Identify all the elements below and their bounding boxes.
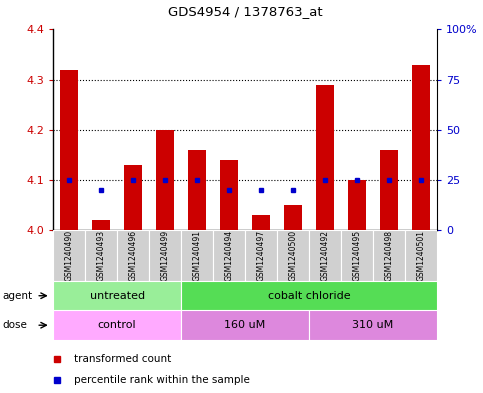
Text: GSM1240499: GSM1240499 bbox=[161, 230, 170, 281]
Bar bbox=[380, 150, 398, 230]
Bar bbox=[53, 281, 181, 310]
Bar bbox=[213, 230, 245, 281]
Bar bbox=[60, 70, 78, 230]
Bar bbox=[373, 230, 405, 281]
Text: agent: agent bbox=[2, 291, 32, 301]
Bar bbox=[188, 150, 206, 230]
Bar bbox=[341, 230, 373, 281]
Bar bbox=[277, 230, 309, 281]
Bar bbox=[412, 64, 430, 230]
Text: GSM1240492: GSM1240492 bbox=[321, 230, 329, 281]
Bar bbox=[316, 84, 334, 230]
Text: transformed count: transformed count bbox=[74, 354, 171, 364]
Text: GSM1240496: GSM1240496 bbox=[128, 230, 138, 281]
Text: 310 uM: 310 uM bbox=[353, 320, 394, 330]
Bar bbox=[117, 230, 149, 281]
Bar bbox=[85, 230, 117, 281]
Bar bbox=[124, 165, 142, 230]
Bar bbox=[181, 230, 213, 281]
Text: GSM1240493: GSM1240493 bbox=[97, 230, 106, 281]
Text: GSM1240498: GSM1240498 bbox=[384, 230, 394, 281]
Bar bbox=[53, 310, 181, 340]
Bar bbox=[252, 215, 270, 230]
Bar bbox=[309, 310, 437, 340]
Text: GSM1240491: GSM1240491 bbox=[193, 230, 201, 281]
Text: control: control bbox=[98, 320, 136, 330]
Text: dose: dose bbox=[2, 320, 28, 330]
Text: GSM1240497: GSM1240497 bbox=[256, 230, 266, 281]
Bar bbox=[149, 230, 181, 281]
Bar bbox=[284, 205, 302, 230]
Text: GSM1240495: GSM1240495 bbox=[353, 230, 362, 281]
Bar bbox=[348, 180, 366, 230]
Bar bbox=[405, 230, 437, 281]
Bar bbox=[181, 281, 437, 310]
Bar bbox=[156, 130, 174, 230]
Bar bbox=[53, 230, 85, 281]
Text: cobalt chloride: cobalt chloride bbox=[268, 291, 351, 301]
Bar bbox=[92, 220, 110, 230]
Text: 160 uM: 160 uM bbox=[225, 320, 266, 330]
Bar bbox=[181, 310, 309, 340]
Text: GSM1240501: GSM1240501 bbox=[417, 230, 426, 281]
Text: GSM1240500: GSM1240500 bbox=[289, 230, 298, 281]
Text: percentile rank within the sample: percentile rank within the sample bbox=[74, 375, 250, 385]
Bar bbox=[245, 230, 277, 281]
Bar bbox=[309, 230, 341, 281]
Text: untreated: untreated bbox=[89, 291, 145, 301]
Bar bbox=[220, 160, 238, 230]
Text: GSM1240494: GSM1240494 bbox=[225, 230, 234, 281]
Text: GSM1240490: GSM1240490 bbox=[65, 230, 73, 281]
Text: GDS4954 / 1378763_at: GDS4954 / 1378763_at bbox=[168, 5, 323, 18]
